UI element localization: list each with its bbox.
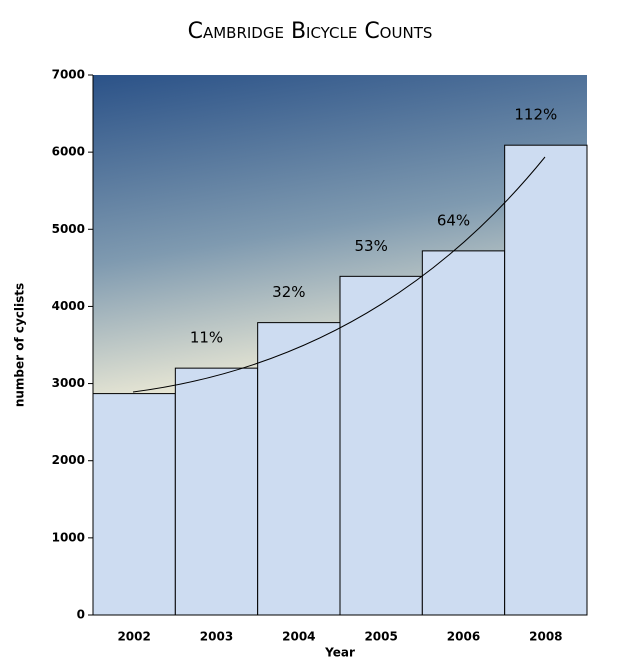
y-tick-label: 2000 — [52, 453, 85, 467]
x-tick-label: 2005 — [364, 630, 397, 644]
growth-label: 112% — [514, 106, 557, 124]
x-tick-label: 2003 — [200, 630, 233, 644]
y-tick-label: 7000 — [52, 68, 85, 82]
chart-title: Cambridge Bicycle Counts — [188, 19, 433, 44]
x-axis-label: Year — [324, 646, 355, 660]
y-axis-label: number of cyclists — [13, 283, 27, 407]
growth-label: 64% — [437, 211, 470, 229]
x-tick-label: 2004 — [282, 630, 315, 644]
y-tick-label: 1000 — [52, 530, 85, 544]
bar — [92, 393, 176, 616]
bar — [257, 322, 341, 616]
growth-label: 11% — [190, 329, 223, 347]
bar — [504, 144, 588, 616]
growth-label: 53% — [354, 237, 387, 255]
bar — [174, 367, 259, 616]
trend-curve — [132, 156, 546, 393]
x-tick-label: 2006 — [447, 630, 480, 644]
bar — [339, 275, 423, 616]
y-tick-label: 3000 — [52, 376, 85, 390]
growth-label: 32% — [272, 283, 305, 301]
y-tick-label: 0 — [77, 608, 85, 622]
y-tick-label: 4000 — [52, 299, 85, 313]
y-tick-label: 5000 — [52, 222, 85, 236]
x-tick-label: 2002 — [117, 630, 150, 644]
x-tick-label: 2008 — [529, 630, 562, 644]
bar — [421, 250, 506, 616]
y-tick-label: 6000 — [52, 145, 85, 159]
